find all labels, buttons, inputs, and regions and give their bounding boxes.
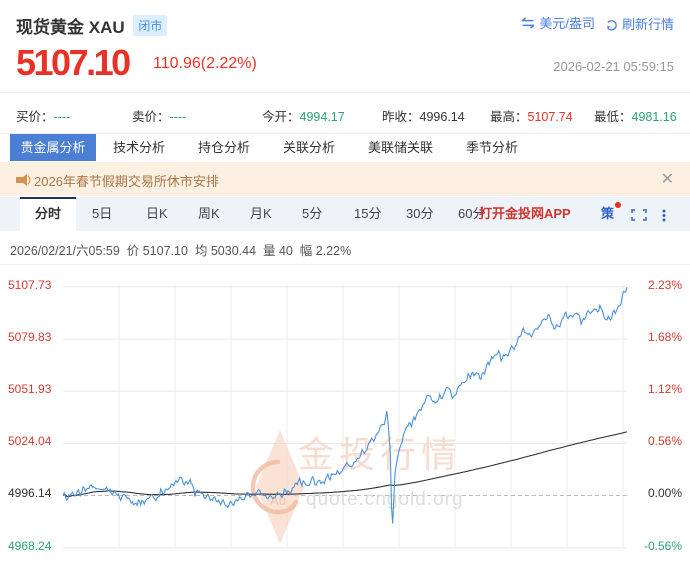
svg-text:金投行情: 金投行情 [298, 434, 462, 475]
svg-text:Au: Au [270, 493, 286, 508]
